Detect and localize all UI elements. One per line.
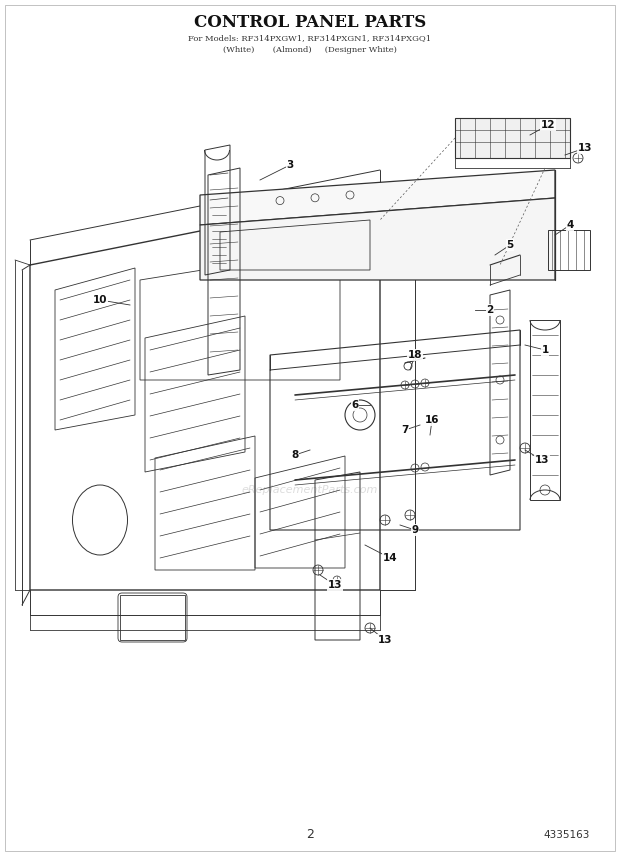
Text: For Models: RF314PXGW1, RF314PXGN1, RF314PXGQ1: For Models: RF314PXGW1, RF314PXGN1, RF31…: [188, 34, 432, 42]
Text: 6: 6: [352, 400, 358, 410]
Text: 2: 2: [486, 305, 494, 315]
Text: 14: 14: [383, 553, 397, 563]
Text: 13: 13: [328, 580, 342, 590]
Text: eReplacementParts.com: eReplacementParts.com: [242, 485, 378, 495]
Text: (White)       (Almond)     (Designer White): (White) (Almond) (Designer White): [223, 46, 397, 54]
Text: 4335163: 4335163: [544, 830, 590, 840]
Text: CONTROL PANEL PARTS: CONTROL PANEL PARTS: [194, 14, 426, 31]
Polygon shape: [200, 170, 555, 225]
Text: 1: 1: [541, 345, 549, 355]
Text: 18: 18: [408, 350, 422, 360]
Text: 13: 13: [534, 455, 549, 465]
Text: 5: 5: [507, 240, 513, 250]
Text: 2: 2: [306, 829, 314, 841]
Text: 13: 13: [378, 635, 392, 645]
Polygon shape: [200, 198, 555, 280]
Text: 9: 9: [412, 525, 418, 535]
Text: 16: 16: [425, 415, 439, 425]
Text: 4: 4: [566, 220, 574, 230]
Text: 12: 12: [541, 120, 556, 130]
Text: 13: 13: [578, 143, 592, 153]
Text: 10: 10: [93, 295, 107, 305]
Text: 8: 8: [291, 450, 299, 460]
Text: 3: 3: [286, 160, 294, 170]
Text: 7: 7: [401, 425, 409, 435]
Polygon shape: [455, 118, 570, 158]
